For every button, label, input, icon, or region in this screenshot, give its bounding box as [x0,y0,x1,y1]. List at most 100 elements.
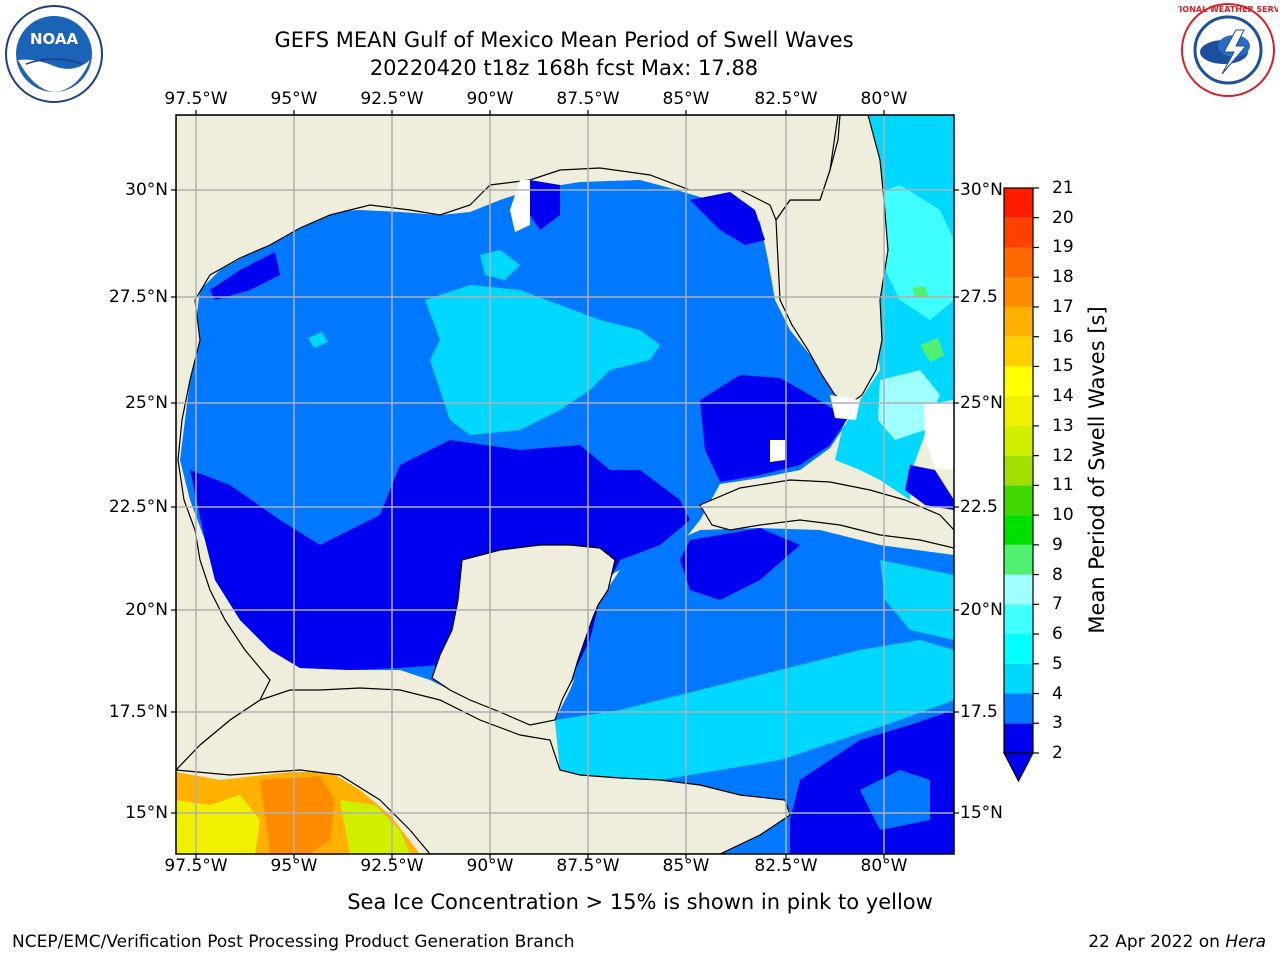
lon-label-top: 92.5°W [360,89,424,109]
lon-label-top: 85°W [662,89,710,109]
lon-label-bottom: 87.5°W [556,856,620,876]
colorbar-segment [1004,693,1033,724]
colorbar-segment [1004,723,1033,753]
lat-label-right: 22.5 [960,497,998,517]
colorbar-tick-label: 8 [1052,564,1063,585]
lat-label-right: 15°N [960,803,1003,823]
colorbar-tick-label: 13 [1052,415,1074,436]
lat-label-right: 17.5 [960,702,998,722]
noaa-logo-text: NOAA [30,30,79,48]
colorbar-segment [1004,485,1033,516]
colorbar-tick-label: 14 [1052,386,1074,407]
lat-label-right: 30°N [960,180,1003,200]
lat-label-left: 20°N [125,600,168,620]
pacific-orange [260,776,335,854]
lat-label-left: 17.5°N [108,702,168,722]
lon-label-bottom: 97.5°W [164,856,228,876]
colorbar-tick-label: 12 [1052,445,1074,466]
sea-ice-note: Sea Ice Concentration > 15% is shown in … [347,890,933,914]
caribbean-cyan-band [555,640,954,780]
colorbar-tick-label: 16 [1052,326,1074,347]
land-yucatan [431,544,616,726]
lon-label-top: 90°W [466,89,514,109]
nws-logo-icon: NATIONAL WEATHER SERVICE [1178,3,1278,97]
lon-label-top: 82.5°W [754,89,818,109]
noaa-logo-icon: NOAA [5,5,103,103]
colorbar-segment [1004,604,1033,635]
title-line-2: 20220420 t18z 168h fcst Max: 17.88 [369,56,759,80]
lon-label-bottom: 80°W [860,856,908,876]
lon-label-top: 87.5°W [556,89,620,109]
lon-label-bottom: 85°W [662,856,710,876]
gulf-coast-strip-w [210,252,280,300]
footer-machine: Hera [1225,932,1266,952]
footer-date: 22 Apr 2022 on Hera [1088,932,1266,952]
colorbar-segment [1004,336,1033,367]
land-florida [775,115,889,406]
caribbean-mid-se [860,770,930,830]
gulf-cyan-spot [308,332,328,348]
colorbar-segment [1004,366,1033,397]
colorbar-segment [1004,306,1033,337]
bahamas-white [924,400,954,470]
colorbar-tick-label: 5 [1052,653,1063,674]
colorbar-tick-label: 20 [1052,207,1074,228]
gulf-coast-strip [530,180,560,230]
lat-label-right: 25°N [960,393,1003,413]
land-mexico-west [176,115,839,771]
gulf-bay-white [510,180,530,232]
colorbar-segment [1004,188,1033,218]
lat-label-left: 22.5°N [108,497,168,517]
colorbar-tick-label: 4 [1052,683,1063,704]
colorbar-tick-label: 21 [1052,178,1074,198]
colorbar-segment [1004,277,1033,307]
colorbar-tick-label: 18 [1052,267,1074,288]
grid-lines [176,115,954,854]
colorbar-segment [1004,396,1033,426]
lon-label-top: 80°W [860,89,908,109]
colorbar-tick-label: 19 [1052,237,1074,258]
colorbar-segment [1004,544,1033,575]
colorbar-tick-label: 11 [1052,475,1074,496]
colorbar-segment [1004,425,1033,456]
gulf-coast-strip-e [690,192,765,245]
colorbar-segment [1004,515,1033,545]
colorbar-segment [1004,455,1033,486]
colorbar-tick-label: 17 [1052,296,1074,317]
colorbar [1004,188,1033,753]
atlantic-green-2 [912,286,928,298]
colorbar-tick-label: 6 [1052,624,1063,645]
svg-text:NATIONAL WEATHER SERVICE: NATIONAL WEATHER SERVICE [1178,5,1278,14]
lat-label-left: 30°N [125,180,168,200]
florida-keys-white [830,395,860,420]
colorbar-tick-label: 3 [1052,713,1063,734]
colorbar-tick-label: 9 [1052,534,1063,555]
caribbean-deep [680,528,800,600]
colorbar-title: Mean Period of Swell Waves [s] [1085,306,1109,634]
land-cuba [699,479,954,549]
atlantic-green [920,338,944,362]
title-line-1: GEFS MEAN Gulf of Mexico Mean Period of … [274,28,854,52]
colorbar-tick-label: 7 [1052,594,1063,615]
gulf-small-white [770,440,785,462]
colorbar-segment [1004,247,1033,278]
lat-label-right: 20°N [960,600,1003,620]
caribbean-cyan-east [880,560,954,640]
lat-label-left: 15°N [125,803,168,823]
lon-label-bottom: 82.5°W [754,856,818,876]
colorbar-segment [1004,574,1033,605]
colorbar-segment [1004,663,1033,694]
colorbar-extend-triangle [1003,752,1034,783]
colorbar-segment [1004,634,1033,664]
colorbar-segment [1004,217,1033,248]
lon-label-top: 95°W [270,89,318,109]
colorbar-tick-label: 15 [1052,356,1074,377]
map-frame [175,114,955,855]
lat-label-left: 27.5°N [108,287,168,307]
lon-label-bottom: 90°W [466,856,514,876]
footer-date-text: 22 Apr 2022 on [1088,932,1220,952]
lat-label-left: 25°N [125,393,168,413]
pacific-yellow [176,795,260,854]
lon-label-bottom: 95°W [270,856,318,876]
